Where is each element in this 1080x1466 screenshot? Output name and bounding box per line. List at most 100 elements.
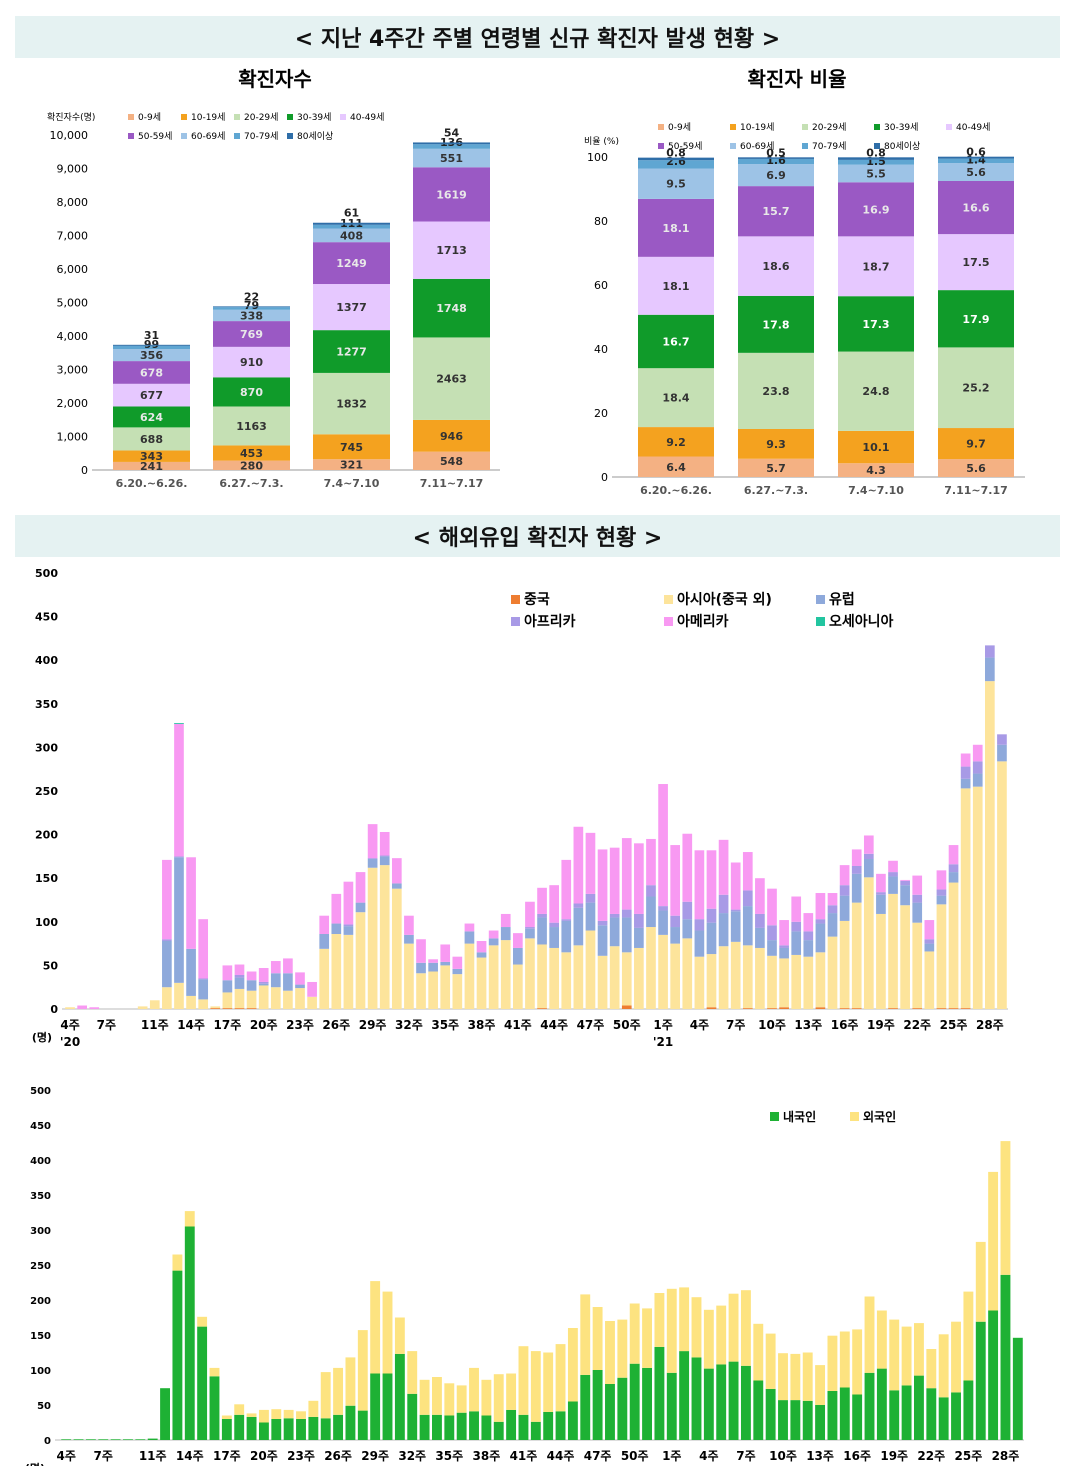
bar-segment [456,1412,467,1440]
y-tick-label: 50 [43,959,59,972]
data-label: 18.6 [762,260,789,273]
data-label: 343 [140,450,163,463]
y-tick-label: 450 [35,611,58,624]
bar-segment [738,157,814,159]
bar-segment [428,959,438,963]
x-tick-label: 16주 [843,1449,871,1463]
bar-segment [198,919,209,979]
bar-segment [149,1000,160,1009]
bar-segment [313,242,390,285]
y-tick-label: 150 [35,872,58,885]
bar-segment [742,945,753,1009]
bar-segment [113,361,190,384]
bar-segment [827,1335,838,1391]
bar-segment [679,1287,690,1352]
data-label: 22 [244,290,259,303]
legend-label: 40-49세 [956,122,990,133]
legend-swatch [802,143,808,149]
bar-segment [838,463,914,477]
bar-segment [738,295,814,353]
bar-segment [370,1281,381,1374]
bar-segment [938,158,1014,164]
x-tick-label: 22주 [903,1018,931,1032]
data-label: 18.4 [662,392,689,405]
bar-segment [452,956,463,969]
bar-segment [730,941,741,1009]
y-tick-label: 150 [30,1331,51,1342]
bar-segment [779,945,789,948]
legend-label: 10-19세 [740,122,774,133]
bar-segment [742,890,753,907]
bar-segment [703,1309,714,1369]
data-label: 5.6 [966,462,986,475]
data-label: 17.3 [862,318,889,331]
bar-segment [333,1367,344,1415]
bar-segment [222,1008,233,1009]
y-tick-label: 2,000 [57,397,89,410]
bar-segment [113,344,190,346]
y-tick-label: 7,000 [57,230,89,243]
y-tick-label: 3,000 [57,364,89,377]
data-label: 241 [140,460,163,473]
bar-segment [416,962,426,974]
x-tick-label: 35주 [431,1018,459,1032]
bar-segment [77,1005,87,1009]
bar-segment [753,1380,764,1440]
bar-segment [963,1380,974,1440]
data-label: 17.5 [962,256,989,269]
bar-segment [740,1290,751,1366]
bar-segment [738,458,814,477]
y-tick-label: 250 [30,1261,51,1272]
x-tick-label: 11주 [141,1018,169,1032]
bar-segment [573,903,584,908]
bar-segment [319,948,330,1009]
bar-segment [718,894,729,914]
x-tick-label: 44주 [540,1018,568,1032]
bar-segment [706,1007,717,1009]
bar-segment [960,753,971,767]
bar-segment [61,1439,72,1440]
bar-segment [791,931,802,955]
bar-segment [682,901,693,920]
bar-segment [367,858,378,860]
bar-segment [221,1415,232,1419]
bar-segment [213,307,290,310]
bar-segment [638,314,714,369]
bar-segment [901,1385,912,1440]
bar-segment [444,1383,455,1416]
bar-segment [876,892,886,895]
bar-segment [738,158,814,165]
bar-segment [901,1326,912,1386]
legend-swatch [802,124,808,130]
bar-segment [213,346,290,378]
bar-segment [634,913,644,928]
bar-segment [815,919,826,924]
bar-segment [162,859,172,940]
bar-segment [428,971,438,1009]
bar-segment [432,1414,442,1440]
bar-segment [638,427,714,457]
bar-segment [500,927,511,941]
data-label: 688 [140,433,163,446]
bar-segment [198,978,209,980]
bar-segment [972,744,983,762]
bar-segment [413,419,490,452]
bar-segment [960,788,971,1009]
x-tick-label: 35주 [435,1449,463,1463]
bar-segment [331,923,342,935]
bar-segment [488,930,499,939]
bar-segment [646,927,656,1009]
bar-segment [357,1410,368,1440]
bar-segment [951,1321,961,1393]
data-label: 356 [140,349,163,362]
bar-segment [791,896,802,922]
bar-segment [186,995,196,1009]
bar-segment [900,885,910,906]
x-tick-label: 4주 [690,1018,709,1032]
bar-segment [246,971,257,981]
bar-segment [345,1405,356,1440]
bar-segment [355,872,366,903]
bar-segment [379,856,390,866]
bar-segment [658,934,668,1009]
y-tick-label: 9,000 [57,163,89,176]
